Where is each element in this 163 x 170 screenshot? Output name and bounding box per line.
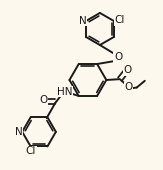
Text: Cl: Cl — [115, 15, 125, 25]
Text: HN: HN — [57, 87, 73, 97]
Text: O: O — [123, 65, 131, 75]
Text: O: O — [114, 52, 122, 62]
Text: O: O — [40, 95, 48, 105]
Text: N: N — [15, 127, 22, 137]
Text: O: O — [124, 82, 133, 92]
Text: Cl: Cl — [26, 146, 36, 156]
Text: N: N — [79, 16, 86, 26]
